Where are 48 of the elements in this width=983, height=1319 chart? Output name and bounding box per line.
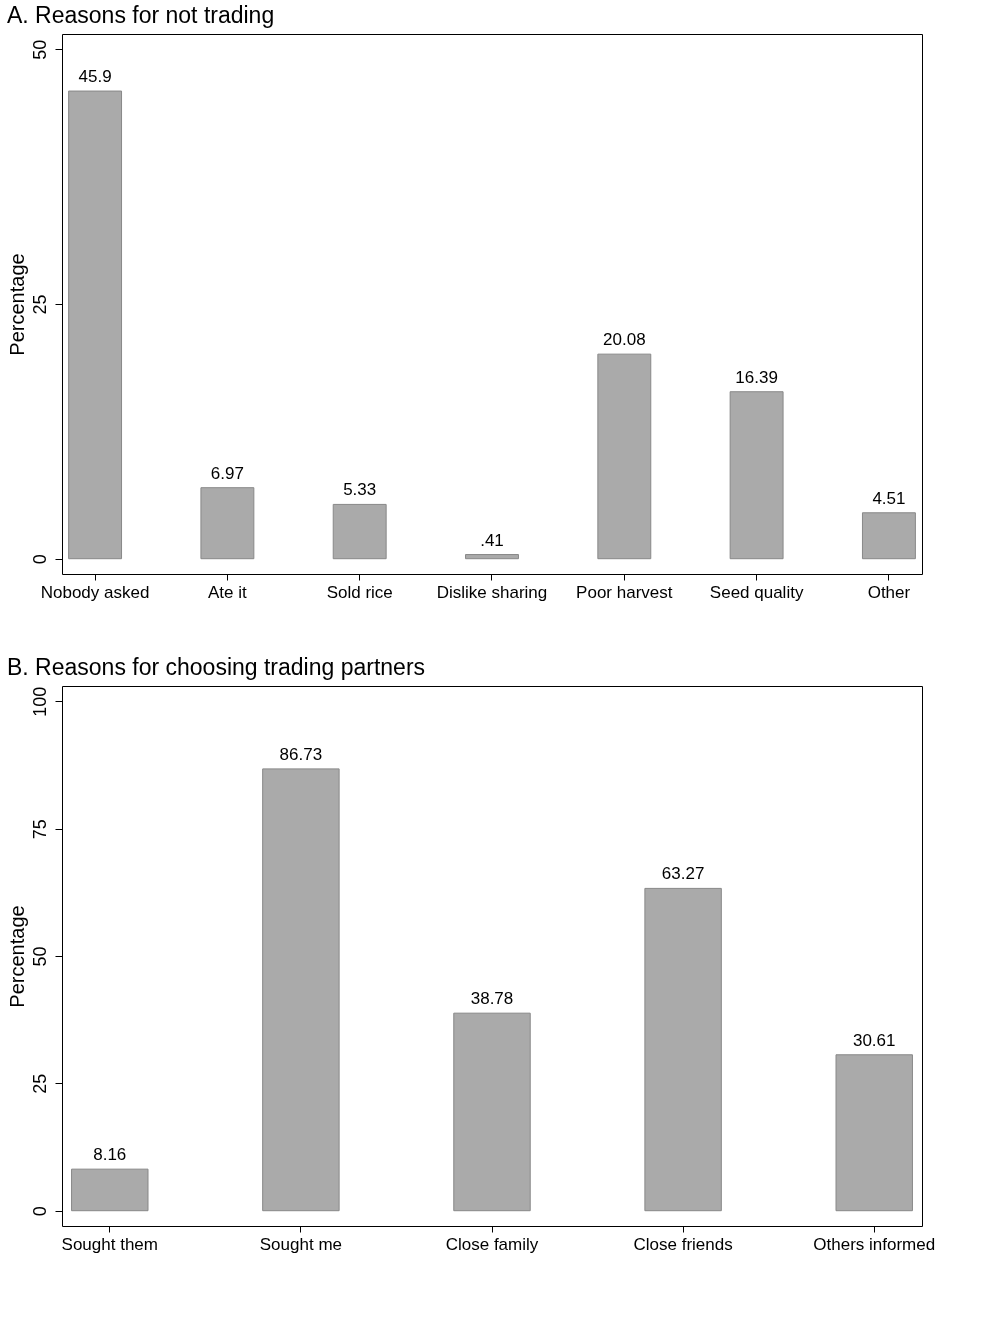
data-label: 16.39 [735, 367, 778, 387]
y-tick-label: 50 [29, 946, 50, 967]
y-axis-title: Percentage [5, 253, 28, 356]
data-label: 8.16 [93, 1145, 127, 1165]
data-label: 30.61 [852, 1030, 896, 1050]
x-tick-label: Ate it [208, 582, 248, 602]
x-tick-label: Nobody asked [40, 582, 150, 602]
y-axis-title: Percentage [5, 905, 28, 1008]
data-label: 5.33 [343, 480, 377, 500]
y-tick-label: 25 [29, 1073, 50, 1094]
bar [453, 1012, 531, 1212]
y-tick-label: 100 [29, 686, 50, 717]
x-tick-label: Dislike sharing [436, 582, 548, 602]
bar [200, 487, 255, 560]
data-label: 4.51 [872, 488, 906, 508]
x-tick-label: Seed quality [709, 582, 804, 602]
data-label: 86.73 [279, 744, 323, 764]
x-tick-label: Others informed [813, 1234, 936, 1254]
bar [262, 768, 340, 1212]
x-tick-label: Poor harvest [576, 582, 673, 602]
bar [597, 353, 652, 560]
x-tick-label: Sought them [61, 1234, 158, 1254]
bar [71, 1168, 149, 1212]
y-tick-label: 0 [29, 554, 50, 565]
data-label: .41 [480, 530, 504, 550]
bar [465, 554, 519, 560]
data-label: 45.9 [78, 67, 112, 87]
x-tick-label: Other [867, 582, 911, 602]
bar [68, 90, 123, 560]
y-tick-label: 0 [29, 1206, 50, 1217]
data-label: 20.08 [603, 330, 646, 350]
y-tick-label: 50 [29, 39, 50, 60]
bar [644, 887, 722, 1212]
data-label: 63.27 [661, 864, 705, 884]
data-label: 6.97 [210, 463, 244, 483]
chart-title: A. Reasons for not trading [7, 2, 275, 28]
bar [332, 503, 387, 560]
y-tick-label: 75 [29, 819, 50, 840]
data-label: 38.78 [470, 989, 514, 1009]
x-tick-label: Close friends [633, 1234, 733, 1254]
x-tick-label: Sold rice [326, 582, 393, 602]
bar [835, 1054, 913, 1212]
x-tick-label: Close family [445, 1234, 539, 1254]
y-tick-label: 25 [29, 294, 50, 315]
bar [861, 512, 916, 560]
bar [729, 391, 784, 560]
x-tick-label: Sought me [259, 1234, 343, 1254]
chart-title: B. Reasons for choosing trading partners [7, 654, 426, 680]
